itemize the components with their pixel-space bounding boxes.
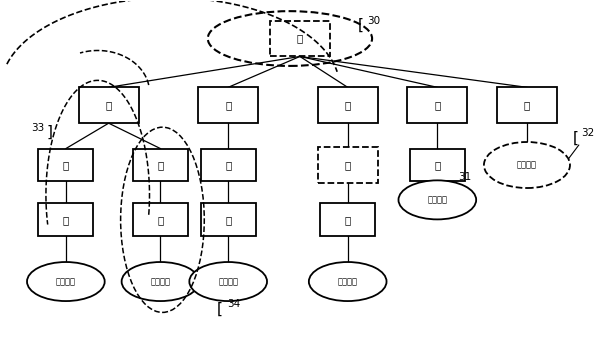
Bar [198, 87, 258, 123]
Text: 盟: 盟 [524, 100, 530, 110]
Bar [133, 149, 188, 182]
Bar [497, 87, 557, 123]
Text: 32: 32 [581, 128, 594, 138]
Ellipse shape [484, 142, 570, 188]
Text: [: [ [573, 131, 578, 146]
Bar [407, 87, 467, 123]
Text: 31: 31 [458, 172, 472, 182]
Text: 旭: 旭 [434, 160, 441, 170]
Text: 邦: 邦 [344, 215, 351, 225]
Bar [201, 149, 256, 182]
Text: ]: ] [47, 125, 53, 140]
Ellipse shape [122, 262, 199, 301]
Text: 旺: 旺 [158, 215, 164, 225]
Bar [410, 149, 464, 182]
Ellipse shape [27, 262, 104, 301]
Ellipse shape [189, 262, 267, 301]
Ellipse shape [398, 180, 476, 219]
Bar [318, 147, 377, 183]
Text: 玛: 玛 [434, 100, 441, 110]
Text: 结束标志: 结束标志 [150, 277, 171, 286]
Text: 迪: 迪 [225, 100, 231, 110]
Text: 巴: 巴 [63, 160, 69, 170]
Text: 克: 克 [344, 160, 351, 170]
Bar [133, 203, 188, 236]
Text: 旺: 旺 [158, 160, 164, 170]
Text: [: [ [358, 18, 364, 33]
Bar [79, 87, 139, 123]
Bar [321, 203, 375, 236]
Bar [38, 149, 93, 182]
Text: 斯: 斯 [225, 215, 231, 225]
Text: 34: 34 [227, 300, 241, 309]
Text: 结束标志: 结束标志 [338, 277, 358, 286]
Bar [318, 87, 377, 123]
Bar [38, 203, 93, 236]
Text: 刘: 刘 [297, 34, 303, 44]
Bar [201, 203, 256, 236]
Text: 结束标志: 结束标志 [56, 277, 76, 286]
Ellipse shape [309, 262, 386, 301]
Text: 结束标志: 结束标志 [427, 195, 447, 204]
Text: 结束标志: 结束标志 [517, 160, 537, 170]
Text: 结束标志: 结束标志 [218, 277, 238, 286]
Text: 普: 普 [344, 100, 351, 110]
Text: 33: 33 [30, 123, 44, 133]
Text: [: [ [217, 302, 223, 317]
Text: 达: 达 [225, 160, 231, 170]
Text: 华: 华 [106, 100, 112, 110]
Text: 30: 30 [368, 16, 381, 26]
Bar [270, 21, 330, 56]
Text: 巴: 巴 [63, 215, 69, 225]
